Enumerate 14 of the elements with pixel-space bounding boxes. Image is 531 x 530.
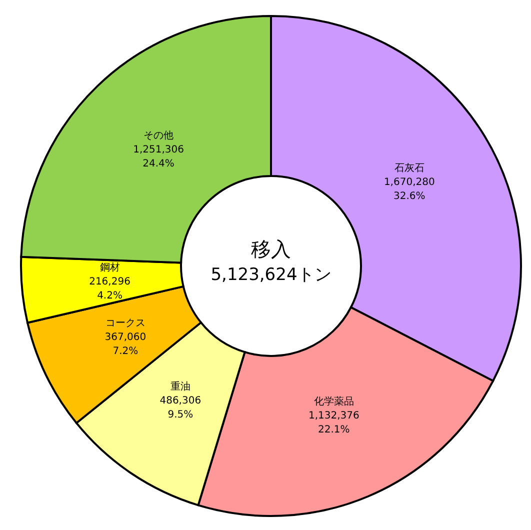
text: 5,123,624トン bbox=[210, 265, 332, 285]
slice-label: その他 bbox=[144, 129, 174, 142]
data-label: 1,670,280 32.6% bbox=[384, 176, 435, 202]
data-label: 1,251,306 24.4% bbox=[133, 144, 184, 170]
data-label: 1,132,376 22.1% bbox=[308, 410, 360, 436]
data-label: 216,296 4.2% bbox=[89, 276, 130, 302]
slice-label: コークス bbox=[105, 318, 146, 329]
data-label: 486,306 9.5% bbox=[160, 395, 202, 420]
slice-label: 石灰石 bbox=[394, 162, 424, 174]
text: 移入 bbox=[251, 237, 291, 261]
slice-label: 重油 bbox=[170, 380, 190, 392]
slice-label: 鋼材 bbox=[100, 261, 120, 274]
data-label: 367,060 7.2% bbox=[104, 332, 146, 357]
slice-label: 化学薬品 bbox=[314, 395, 354, 408]
